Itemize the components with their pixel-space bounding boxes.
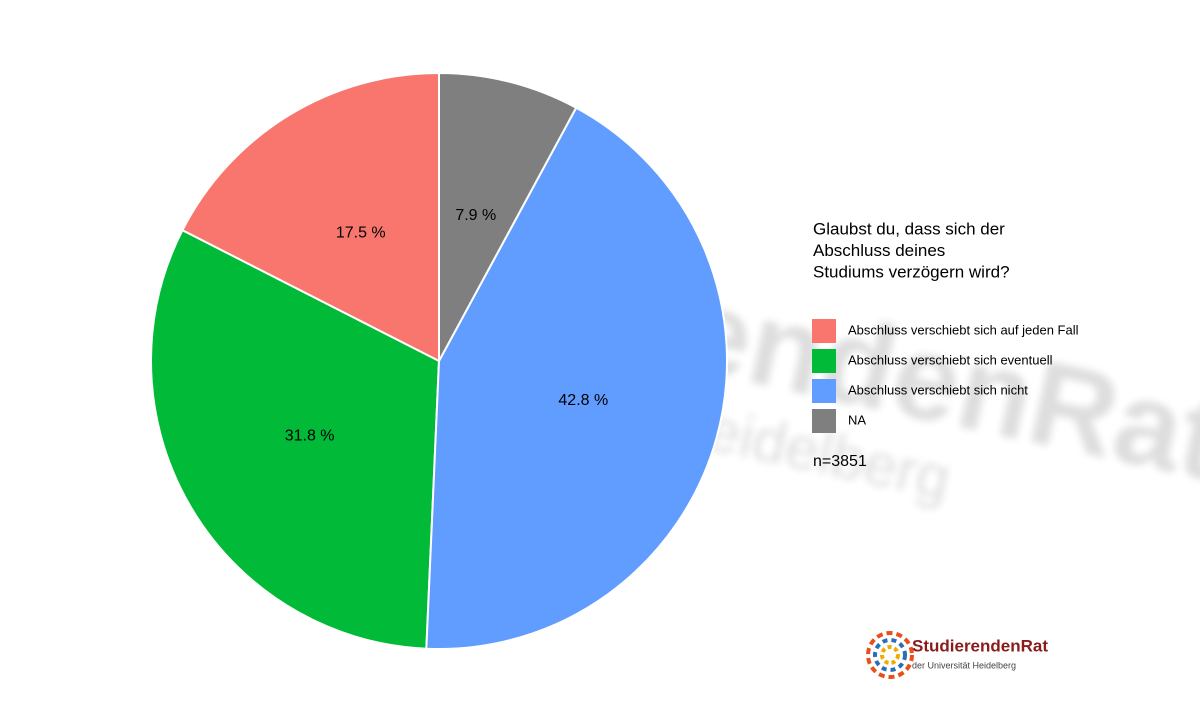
logo: StudierendenRat der Universität Heidelbe… [866,631,1048,679]
legend-key [812,349,836,373]
logo-ring [873,638,907,672]
legend-title: Glaubst du, dass sich der [813,219,1005,238]
legend-key [812,409,836,433]
logo-name: StudierendenRat [912,636,1048,655]
legend-label: Abschluss verschiebt sich auf jeden Fall [848,322,1079,337]
legend-title: Studiums verzögern wird? [813,262,1010,281]
pie-slice [438,71,578,362]
logo-subtitle: der Universität Heidelberg [912,660,1016,670]
pie: 17.5 % 31.8 % 42.8 % 7.9 % [150,71,728,650]
value-label: 42.8 % [558,392,608,409]
value-label: 17.5 % [336,225,386,242]
annotation: n=3851 [813,453,867,470]
value-label: 31.8 % [285,428,335,445]
pie-slice [150,228,441,650]
logo-ring [880,645,900,665]
pie-slice [181,71,440,363]
legend: Glaubst du, dass sich der Abschluss deine… [812,219,1079,470]
legend-label: NA [848,412,866,427]
legend-label: Abschluss verschiebt sich eventuell [848,352,1053,367]
value-label: 7.9 % [455,207,496,224]
logo-ring [866,631,914,679]
legend-title: Abschluss deines [813,241,945,260]
legend-key [812,379,836,403]
pie-slice [425,106,728,650]
legend-key [812,319,836,343]
legend-label: Abschluss verschiebt sich nicht [848,382,1028,397]
